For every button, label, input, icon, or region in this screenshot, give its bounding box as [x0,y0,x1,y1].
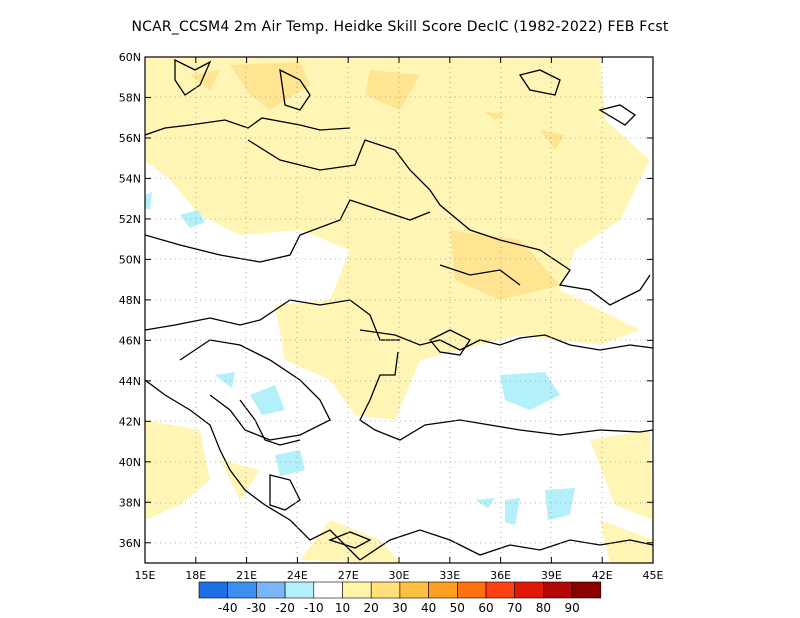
colorbar-swatch-1 [227,581,257,599]
lat-label-10: 40N [119,456,141,469]
map-title: NCAR_CCSM4 2m Air Temp. Heidke Skill Sco… [131,19,669,35]
colorbar-label-6: 30 [392,601,407,615]
lon-label-9: 42E [592,569,613,582]
lat-label-8: 44N [119,375,141,388]
lon-label-2: 21E [236,569,257,582]
lon-label-10: 45E [643,569,664,582]
colorbar-label-11: 80 [536,601,551,615]
colorbar-label-8: 50 [450,601,465,615]
colorbar-label-4: 10 [335,601,350,615]
score-fill-layer [145,57,653,563]
colorbar-label-9: 60 [478,601,493,615]
lat-label-12: 36N [119,537,141,550]
colorbar-label-10: 70 [507,601,522,615]
lat-label-2: 56N [119,132,141,145]
lon-label-8: 39E [541,569,562,582]
lon-label-6: 33E [439,569,460,582]
colorbar-label-3: -10 [304,601,324,615]
colorbar-swatch-9 [456,581,487,599]
lat-label-1: 58N [119,91,141,104]
colorbar-swatch-11 [514,581,544,599]
colorbar-swatch-4 [313,581,343,599]
lat-label-11: 38N [119,496,141,509]
lon-label-7: 36E [490,569,511,582]
colorbar-labels: -40 -30 -20 -10 10 20 30 40 50 60 70 80 90 [218,601,580,615]
colorbar-label-0: -40 [218,601,238,615]
colorbar-label-5: 20 [364,601,379,615]
colorbar-swatch-2 [256,581,286,599]
lat-label-5: 50N [119,253,141,266]
colorbar-swatch-8 [428,581,458,599]
lat-label-6: 48N [119,294,141,307]
lat-label-4: 52N [119,213,141,226]
lon-label-3: 24E [287,569,308,582]
colorbar-swatch-6 [370,581,401,599]
colorbar-swatch-0 [198,581,229,599]
colorbar-label-1: -30 [247,601,267,615]
lon-label-0: 15E [135,569,156,582]
colorbar-swatch-13 [571,581,602,599]
longitude-labels: 15E 18E 21E 24E 27E 30E 33E 36E 39E 42E 45E [135,569,664,582]
colorbar-swatch-12 [543,581,573,599]
lat-label-7: 46N [119,334,141,347]
lat-label-9: 42N [119,415,141,428]
lat-label-0: 60N [119,51,141,64]
colorbar-label-12: 90 [564,601,579,615]
colorbar-label-7: 40 [421,601,436,615]
colorbar-swatch-3 [284,581,315,599]
lon-label-1: 18E [185,569,206,582]
lat-label-3: 54N [119,172,141,185]
lon-label-5: 30E [389,569,410,582]
colorbar-swatch-5 [342,581,372,599]
lon-label-4: 27E [338,569,359,582]
latitude-labels: 60N 58N 56N 54N 52N 50N 48N 46N 44N 42N 40N 38N 36N [119,51,141,550]
colorbar [198,581,602,599]
colorbar-label-2: -20 [275,601,295,615]
colorbar-swatch-7 [399,581,429,599]
colorbar-swatch-10 [485,581,516,599]
